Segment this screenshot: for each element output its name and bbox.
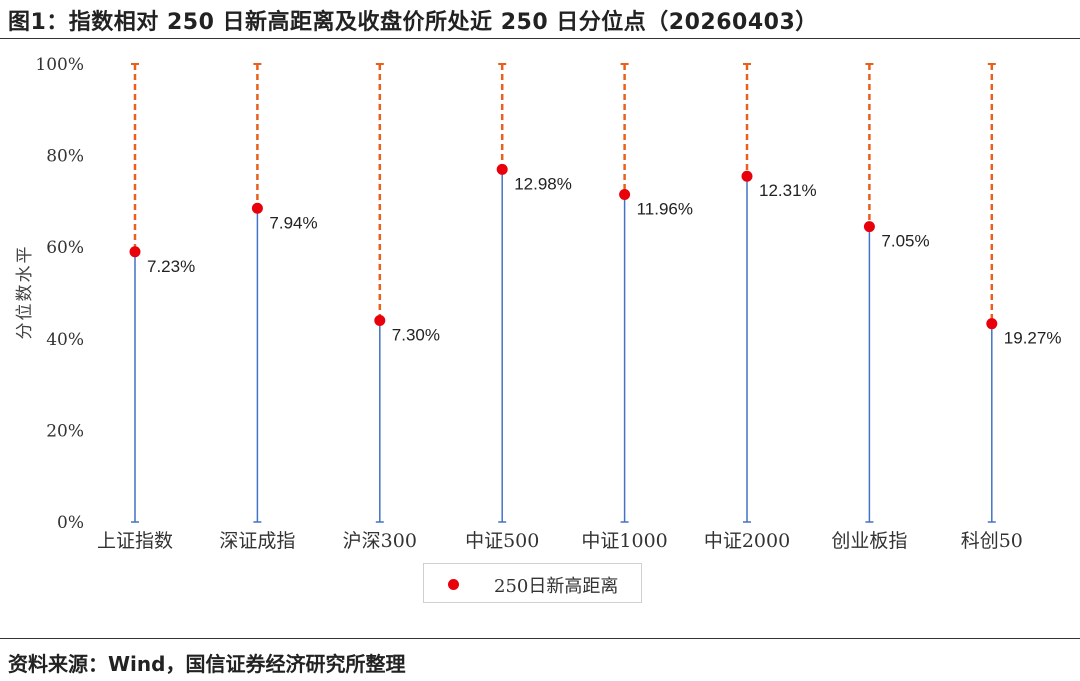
data-label: 7.94% <box>269 213 317 232</box>
y-tick-label: 100% <box>35 55 84 75</box>
y-axis-label: 分位数水平 <box>15 245 35 340</box>
x-category-label: 科创50 <box>961 530 1023 552</box>
data-point <box>496 163 508 175</box>
data-point <box>251 202 263 214</box>
bottom-rule <box>0 638 1080 639</box>
source-note: 资料来源：Wind，国信证券经济研究所整理 <box>8 652 406 676</box>
data-label: 12.98% <box>514 174 572 193</box>
x-category-label: 中证2000 <box>704 530 790 552</box>
legend: 250日新高距离 <box>423 563 642 603</box>
x-category-label: 中证500 <box>465 530 539 552</box>
x-category-label: 中证1000 <box>581 530 667 552</box>
figure-title: 图1：指数相对 250 日新高距离及收盘价所处近 250 日分位点（202604… <box>8 10 818 35</box>
data-label: 7.30% <box>392 325 440 344</box>
data-label: 11.96% <box>637 200 693 219</box>
x-category-label: 沪深300 <box>343 530 417 552</box>
legend-label: 250日新高距离 <box>494 576 619 597</box>
data-point <box>619 189 631 201</box>
x-category-label: 上证指数 <box>97 530 173 552</box>
data-label: 7.05% <box>881 232 929 251</box>
data-label: 19.27% <box>1004 329 1062 348</box>
x-category-label: 创业板指 <box>831 530 907 552</box>
data-point <box>129 246 141 258</box>
top-rule <box>0 38 1080 39</box>
percentile-chart: 0% 20% 40% 60% 80% 100% 上证指数 深证成指 沪深300 中证500 中证1… <box>15 55 1062 552</box>
y-tick-label: 0% <box>57 513 84 533</box>
data-label: 7.23% <box>147 257 195 276</box>
x-category-label: 深证成指 <box>219 530 295 552</box>
y-tick-label: 80% <box>46 147 84 167</box>
data-point <box>741 170 753 182</box>
y-tick-label: 20% <box>46 421 84 441</box>
legend-marker <box>448 579 459 590</box>
data-label: 12.31% <box>759 181 817 200</box>
y-tick-label: 40% <box>46 330 84 350</box>
y-tick-label: 60% <box>46 238 84 258</box>
data-point <box>863 221 875 233</box>
data-point <box>374 314 386 326</box>
data-point <box>986 318 998 330</box>
